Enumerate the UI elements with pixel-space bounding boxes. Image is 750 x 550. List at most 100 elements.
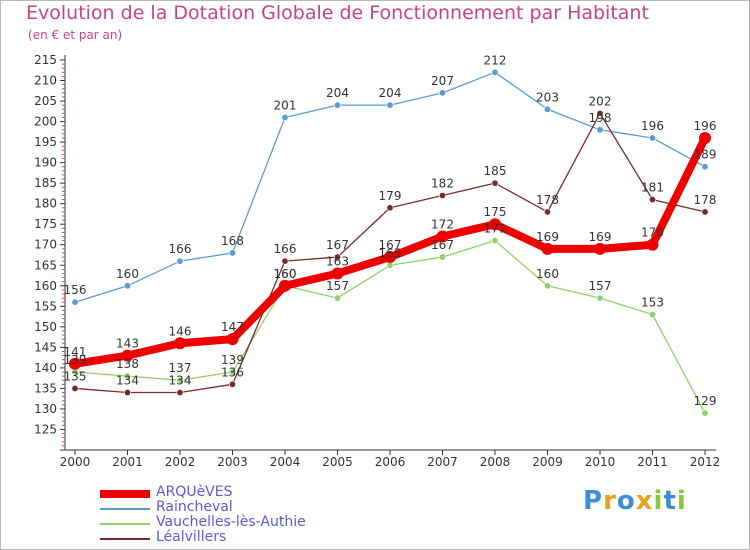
data-point xyxy=(229,368,237,376)
data-label: 204 xyxy=(379,86,402,100)
x-tick-label: 2012 xyxy=(690,455,721,469)
data-label: 204 xyxy=(326,86,349,100)
data-point xyxy=(229,380,237,388)
data-labels: 156 160 166 168 201 204 204 207 212 203 198 196 189 1… xyxy=(64,53,717,408)
data-point xyxy=(279,279,291,292)
data-point xyxy=(386,204,394,212)
data-label: 143 xyxy=(116,337,139,351)
y-tick-label: 205 xyxy=(34,94,57,108)
x-tick-label: 2008 xyxy=(480,455,511,469)
data-point xyxy=(438,89,446,97)
data-label: 160 xyxy=(116,267,139,281)
data-label: 198 xyxy=(589,111,612,125)
data-point xyxy=(543,282,551,290)
y-axis: 125 130 135 140 145 150 155 160 165 170 175 180 185 1… xyxy=(34,53,66,451)
data-label: 167 xyxy=(431,238,454,252)
data-point xyxy=(438,253,446,261)
data-label: 160 xyxy=(536,267,559,281)
data-label: 178 xyxy=(536,193,559,207)
legend-label: Léalvillers xyxy=(156,529,227,545)
data-label: 166 xyxy=(274,242,297,256)
data-point xyxy=(124,282,132,290)
data-point xyxy=(489,218,501,231)
y-tick-label: 145 xyxy=(34,340,57,354)
y-tick-label: 200 xyxy=(34,115,57,129)
data-point xyxy=(594,242,606,255)
data-label: 182 xyxy=(431,176,454,190)
data-label: 134 xyxy=(116,374,139,388)
legend-label: ARQUèVES xyxy=(156,484,233,500)
x-tick-label: 2003 xyxy=(217,455,248,469)
data-label: 153 xyxy=(641,296,664,310)
data-label: 185 xyxy=(484,164,507,178)
data-label: 175 xyxy=(484,205,507,219)
y-tick-label: 140 xyxy=(34,361,57,375)
legend-swatch xyxy=(100,538,150,540)
series-arqu-ves xyxy=(69,132,711,370)
data-label: 163 xyxy=(326,254,349,268)
logo-letter: o xyxy=(616,486,636,516)
y-tick-label: 130 xyxy=(34,402,57,416)
data-point xyxy=(174,337,186,350)
x-tick-label: 2000 xyxy=(60,455,91,469)
data-point xyxy=(121,349,134,362)
data-point xyxy=(491,237,499,245)
chart-subtitle: (en € et par an) xyxy=(28,28,123,42)
legend-label: Vauchelles-lès-Authie xyxy=(156,514,306,530)
data-point xyxy=(333,294,341,302)
data-label: 179 xyxy=(379,189,402,203)
data-point xyxy=(384,251,396,264)
data-point xyxy=(386,101,394,109)
data-point xyxy=(71,298,79,306)
data-point xyxy=(226,333,239,346)
data-point xyxy=(229,249,237,257)
y-tick-label: 210 xyxy=(34,74,57,88)
data-label: 168 xyxy=(221,234,244,248)
data-point xyxy=(648,134,656,142)
proxiti-logo: Proxiti xyxy=(583,486,687,516)
data-point xyxy=(596,126,604,134)
data-point xyxy=(176,389,184,397)
data-point xyxy=(648,311,656,319)
data-label: 129 xyxy=(694,394,717,408)
data-point xyxy=(491,68,499,76)
series-l-alvillers xyxy=(71,109,709,397)
data-label: 134 xyxy=(169,374,192,388)
y-tick-label: 170 xyxy=(34,238,57,252)
legend-swatch xyxy=(100,508,150,510)
data-label: 196 xyxy=(694,119,717,133)
legend-swatch xyxy=(100,523,150,525)
data-label: 156 xyxy=(64,283,87,297)
y-tick-label: 165 xyxy=(34,258,57,272)
data-label: 201 xyxy=(274,98,297,112)
logo-letter: i xyxy=(676,486,687,516)
y-tick-label: 195 xyxy=(34,135,57,149)
legend-swatch xyxy=(100,490,150,498)
series-layer xyxy=(69,68,711,417)
data-label: 135 xyxy=(64,369,87,383)
y-tick-label: 160 xyxy=(34,279,57,293)
data-point xyxy=(176,376,184,384)
data-point xyxy=(541,242,554,255)
data-label: 139 xyxy=(64,353,87,367)
data-point xyxy=(438,191,446,199)
x-tick-label: 2004 xyxy=(270,455,301,469)
data-label: 169 xyxy=(536,230,559,244)
x-tick-label: 2006 xyxy=(375,455,406,469)
x-tick-label: 2009 xyxy=(532,455,563,469)
y-tick-label: 180 xyxy=(34,197,57,211)
x-tick-label: 2001 xyxy=(112,455,143,469)
y-tick-label: 155 xyxy=(34,299,57,313)
y-tick-label: 190 xyxy=(34,156,57,170)
data-point xyxy=(124,389,132,397)
data-point xyxy=(331,267,344,280)
data-label: 181 xyxy=(641,181,664,195)
logo-letter: i xyxy=(653,486,664,516)
data-label: 178 xyxy=(694,193,717,207)
data-point xyxy=(646,238,659,251)
logo-letter: r xyxy=(603,486,617,516)
data-point xyxy=(124,372,132,380)
data-point xyxy=(701,208,709,216)
series-raincheval xyxy=(71,68,709,306)
data-label: 160 xyxy=(274,267,297,281)
